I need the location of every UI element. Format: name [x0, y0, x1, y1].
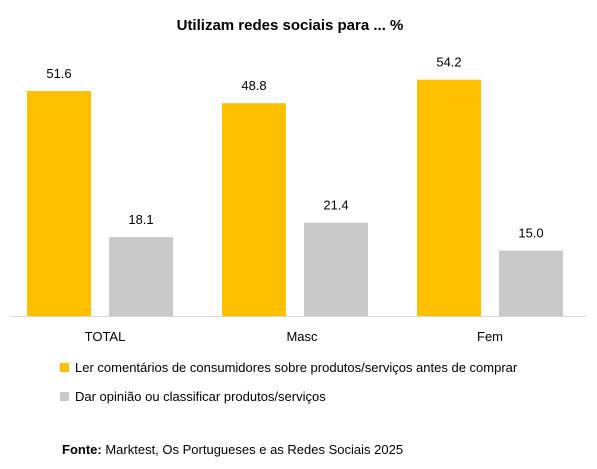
data-label-fem-series-0: 54.2: [436, 55, 461, 70]
bar-masc-series-0: [222, 103, 286, 317]
legend-label-1: Dar opinião ou classificar produtos/serv…: [75, 389, 326, 404]
legend-swatch-0: [60, 363, 69, 372]
legend-label-0: Ler comentários de consumidores sobre pr…: [75, 360, 518, 375]
data-label-total-series-0: 51.6: [46, 66, 71, 81]
legend-item-0: Ler comentários de consumidores sobre pr…: [60, 360, 517, 375]
category-label-masc: Masc: [286, 329, 318, 344]
bar-chart: Utilizam redes sociais para ... % 51.6 18…: [10, 17, 587, 344]
data-label-total-series-1: 18.1: [128, 212, 153, 227]
source-text: Marktest, Os Portugueses e as Redes Soci…: [105, 442, 404, 457]
category-label-fem: Fem: [477, 329, 503, 344]
legend-item-1: Dar opinião ou classificar produtos/serv…: [60, 389, 326, 404]
plot-area: 51.6 18.1 TOTAL 48.8 21.4 Masc 54.2 15.0 Fem: [10, 55, 587, 344]
bar-masc-series-1: [304, 222, 368, 316]
chart-title: Utilizam redes sociais para ... %: [177, 17, 404, 34]
category-label-total: TOTAL: [85, 329, 126, 344]
bar-total-series-1: [109, 237, 173, 316]
source-note: Fonte: Marktest, Os Portugueses e as Red…: [62, 442, 403, 457]
bar-fem-series-1: [499, 250, 563, 316]
bar-total-series-0: [27, 91, 91, 316]
bar-fem-series-0: [417, 79, 481, 316]
data-label-fem-series-1: 15.0: [518, 226, 543, 241]
data-label-masc-series-1: 21.4: [323, 198, 348, 213]
source-label: Fonte:: [62, 442, 102, 457]
data-label-masc-series-0: 48.8: [241, 78, 266, 93]
legend-swatch-1: [60, 392, 69, 401]
